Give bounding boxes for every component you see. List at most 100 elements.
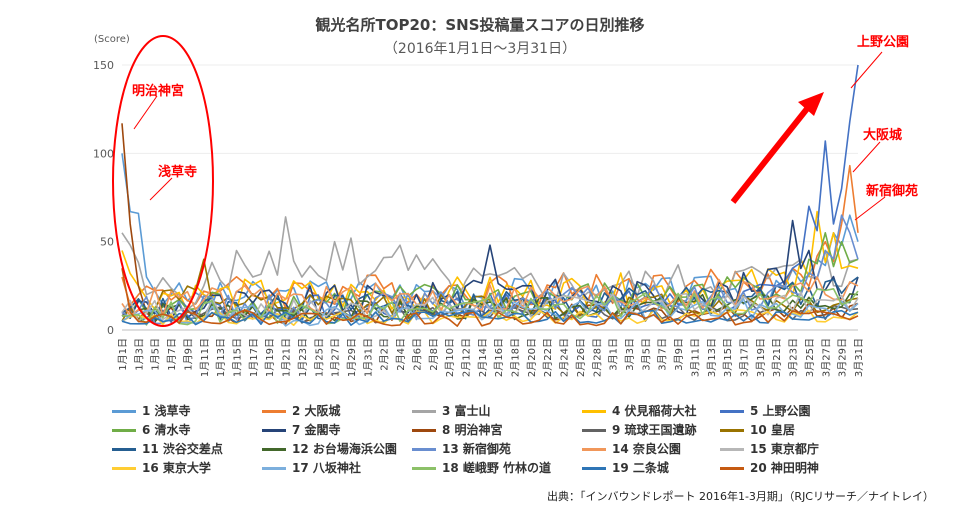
x-tick-label: 2月28日 xyxy=(591,338,603,377)
x-tick-label: 2月2日 xyxy=(379,338,391,371)
legend-label: 19 二条城 xyxy=(612,461,669,475)
legend-swatch xyxy=(412,448,436,451)
x-tick-label: 1月23日 xyxy=(297,338,309,377)
legend-label: 9 琉球王国遺跡 xyxy=(612,423,697,437)
legend-label: 16 東京大学 xyxy=(142,461,211,475)
chart-title: 観光名所TOP20：SNS投稿量スコアの日別推移 xyxy=(315,16,645,34)
x-tick-label: 3月29日 xyxy=(837,338,849,377)
x-tick-label: 1月1日 xyxy=(117,338,129,371)
annotation-ueno: 上野公園 xyxy=(857,35,910,50)
x-tick-label: 2月18日 xyxy=(510,338,522,377)
legend-label: 6 清水寺 xyxy=(142,423,191,437)
x-tick-label: 2月10日 xyxy=(444,338,456,377)
legend-item: 11 渋谷交差点 xyxy=(112,440,223,457)
x-tick-label: 3月13日 xyxy=(706,338,718,377)
legend-label: 17 八坂神社 xyxy=(292,461,361,475)
x-tick-label: 3月11日 xyxy=(689,338,701,377)
x-tick-label: 1月25日 xyxy=(313,338,325,377)
legend-label: 3 富士山 xyxy=(442,404,491,418)
y-axis-label: (Score) xyxy=(94,34,130,45)
trend-arrow-shaft xyxy=(730,103,813,204)
legend-swatch xyxy=(582,448,606,451)
x-tick-label: 3月5日 xyxy=(640,338,652,371)
legend-swatch xyxy=(262,410,286,413)
legend-item: 16 東京大学 xyxy=(112,459,211,476)
x-tick-label: 3月23日 xyxy=(788,338,800,377)
highlight-ellipse xyxy=(112,35,214,327)
x-tick-label: 2月14日 xyxy=(477,338,489,377)
legend-label: 20 神田明神 xyxy=(750,461,819,475)
legend-swatch xyxy=(582,410,606,413)
legend-swatch xyxy=(112,467,136,470)
legend-label: 11 渋谷交差点 xyxy=(142,442,223,456)
x-tick-label: 1月31日 xyxy=(362,338,374,377)
x-tick-label: 1月11日 xyxy=(199,338,211,377)
x-tick-label: 3月31日 xyxy=(853,338,865,377)
x-tick-label: 2月8日 xyxy=(428,338,440,371)
legend-swatch xyxy=(262,429,286,432)
legend-item: 9 琉球王国遺跡 xyxy=(582,421,697,438)
series-line xyxy=(121,214,859,325)
series-line xyxy=(121,210,859,313)
y-tick-label: 150 xyxy=(93,59,114,72)
legend-swatch xyxy=(412,410,436,413)
x-tick-label: 2月6日 xyxy=(411,338,423,371)
legend-label: 7 金閣寺 xyxy=(292,423,341,437)
x-tick-label: 2月12日 xyxy=(460,338,472,377)
x-tick-label: 1月19日 xyxy=(264,338,276,377)
legend-label: 5 上野公園 xyxy=(750,404,811,418)
y-tick-label: 100 xyxy=(93,147,114,160)
legend-item: 1 浅草寺 xyxy=(112,402,191,419)
legend-label: 14 奈良公園 xyxy=(612,442,681,456)
legend-item: 15 東京都庁 xyxy=(720,440,819,457)
legend-item: 10 皇居 xyxy=(720,421,795,438)
x-tick-label: 3月7日 xyxy=(657,338,669,371)
chart-subtitle: （2016年1月1日～3月31日） xyxy=(383,41,577,57)
legend-label: 1 浅草寺 xyxy=(142,404,191,418)
x-tick-label: 1月13日 xyxy=(215,338,227,377)
legend-item: 2 大阪城 xyxy=(262,402,341,419)
x-tick-label: 2月22日 xyxy=(542,338,554,377)
series-lines xyxy=(121,64,859,327)
sensoji-pointer-line xyxy=(149,177,173,201)
legend-swatch xyxy=(720,448,744,451)
legend-swatch xyxy=(720,410,744,413)
legend-item: 5 上野公園 xyxy=(720,402,811,419)
y-axis: 0 50 100 150 xyxy=(93,59,858,337)
legend-item: 17 八坂神社 xyxy=(262,459,361,476)
legend-item: 20 神田明神 xyxy=(720,459,819,476)
x-tick-label: 3月9日 xyxy=(673,338,685,371)
trend-arrow-head xyxy=(798,92,824,116)
annotations xyxy=(112,35,886,327)
x-tick-label: 1月17日 xyxy=(248,338,260,377)
legend-swatch xyxy=(582,429,606,432)
legend-label: 15 東京都庁 xyxy=(750,442,819,456)
x-tick-label: 1月27日 xyxy=(330,338,342,377)
legend-swatch xyxy=(112,410,136,413)
legend-swatch xyxy=(112,429,136,432)
legend-item: 7 金閣寺 xyxy=(262,421,341,438)
legend-label: 18 嵯峨野 竹林の道 xyxy=(442,461,552,475)
x-tick-label: 2月20日 xyxy=(526,338,538,377)
annotation-sensoji: 浅草寺 xyxy=(158,165,198,180)
y-tick-label: 50 xyxy=(100,236,114,249)
legend-swatch xyxy=(720,467,744,470)
x-tick-label: 3月3日 xyxy=(624,338,636,371)
series-line xyxy=(121,268,859,327)
x-tick-label: 3月19日 xyxy=(755,338,767,377)
x-tick-label: 3月15日 xyxy=(722,338,734,377)
meiji-pointer-line xyxy=(133,95,158,130)
series-line xyxy=(121,298,859,327)
x-tick-label: 2月24日 xyxy=(559,338,571,377)
x-tick-label: 1月3日 xyxy=(133,338,145,371)
legend-item: 14 奈良公園 xyxy=(582,440,681,457)
legend-swatch xyxy=(582,467,606,470)
x-tick-label: 1月21日 xyxy=(281,338,293,377)
series-line xyxy=(121,232,859,322)
legend-item: 19 二条城 xyxy=(582,459,669,476)
legend-swatch xyxy=(262,467,286,470)
legend-label: 12 お台場海浜公園 xyxy=(292,442,397,456)
series-line xyxy=(121,291,859,323)
x-tick-label: 2月26日 xyxy=(575,338,587,377)
